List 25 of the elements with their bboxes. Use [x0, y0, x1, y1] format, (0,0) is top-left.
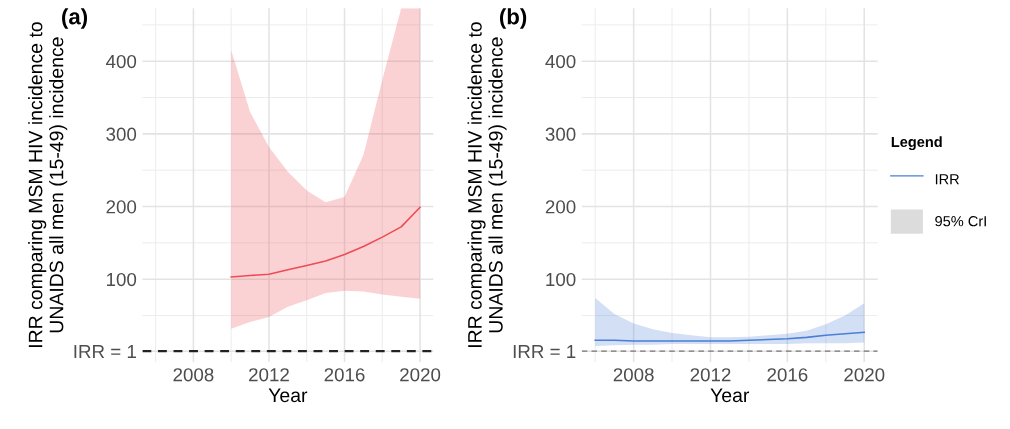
- y-tick-label: 400: [545, 54, 576, 69]
- y-tick-label: IRR = 1: [74, 345, 136, 358]
- y-tick-label: 200: [545, 200, 576, 214]
- legend-title: Legend: [891, 136, 942, 151]
- y-tick-label: 200: [106, 200, 137, 214]
- line-series: [594, 331, 866, 342]
- y-tick-label: 400: [106, 54, 137, 69]
- x-tick-label: 2016: [324, 368, 365, 382]
- x-tick-label: 2012: [690, 368, 731, 382]
- x-tick-label: 2016: [767, 368, 808, 382]
- x-tick-label: 2008: [613, 368, 654, 382]
- x-tick-label: 2012: [249, 368, 289, 382]
- y-tick-label: 300: [545, 127, 576, 141]
- line-series: [230, 206, 421, 278]
- x-axis-title: Year: [710, 388, 750, 403]
- y-tick-label: 100: [546, 272, 576, 287]
- y-tick-label: IRR = 1: [513, 345, 576, 358]
- legend-label: IRR: [935, 174, 959, 185]
- x-axis-title: Year: [268, 388, 308, 403]
- x-tick-label: 2020: [844, 368, 885, 382]
- x-tick-label: 2008: [173, 368, 214, 382]
- x-tick-label: 2020: [400, 368, 441, 382]
- text: 95% CrI: [935, 216, 986, 227]
- y-tick-label: 100: [107, 272, 137, 287]
- y-tick-label: 300: [106, 127, 137, 141]
